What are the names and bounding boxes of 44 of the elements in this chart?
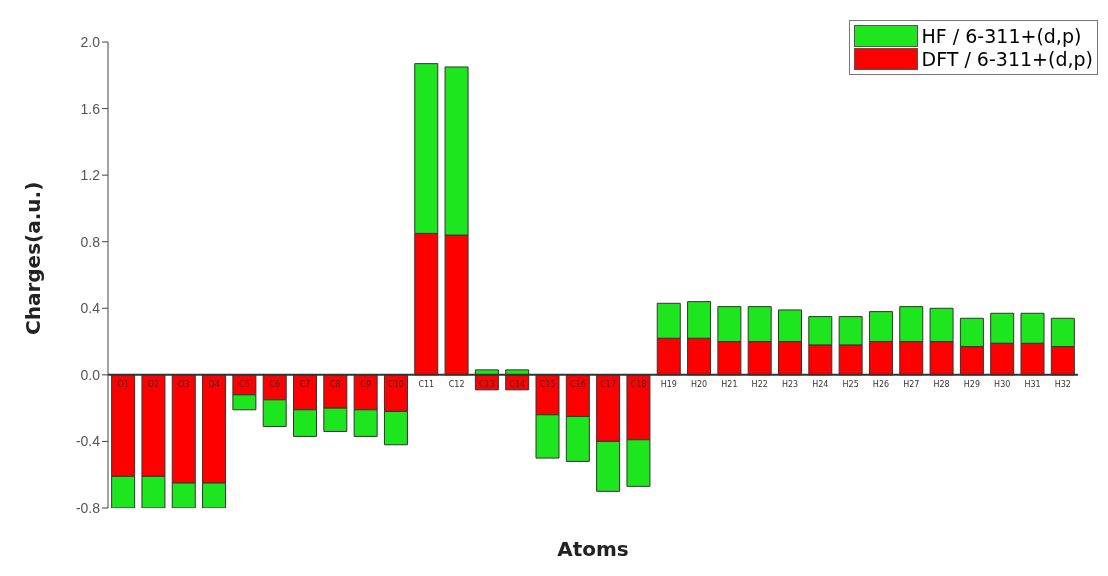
x-tick-label: H28 <box>933 379 950 389</box>
x-tick-label: C11 <box>418 379 435 389</box>
x-tick-label: C14 <box>509 379 526 389</box>
x-tick-label: H30 <box>994 379 1011 389</box>
x-tick-label: H22 <box>751 379 768 389</box>
y-tick-label: 0.4 <box>80 300 101 317</box>
x-tick-label: H19 <box>660 379 677 389</box>
y-tick-label: 1.6 <box>80 100 101 117</box>
x-tick-label: H23 <box>781 379 799 389</box>
x-tick-label: O3 <box>178 379 190 389</box>
x-axis-title: Atoms <box>557 537 629 561</box>
y-tick-label: -0.4 <box>75 433 101 450</box>
x-tick-label: C6 <box>269 379 281 389</box>
x-tick-label: C7 <box>299 379 311 389</box>
y-tick-label: 0.8 <box>80 233 101 250</box>
y-tick-label: 0.0 <box>80 366 101 383</box>
x-tick-label: C13 <box>479 379 495 389</box>
x-tick-label: O1 <box>117 379 129 389</box>
x-tick-label: H31 <box>1024 379 1041 389</box>
x-tick-label: C15 <box>539 379 556 389</box>
x-tick-label: C10 <box>388 379 404 389</box>
x-tick-label: C8 <box>330 379 341 389</box>
x-tick-label: C17 <box>600 379 617 389</box>
y-axis-title: Charges(a.u.) <box>21 181 46 335</box>
y-tick-label: 2.0 <box>80 33 101 50</box>
y-tick-label: 1.2 <box>80 167 101 184</box>
x-tick-label: C12 <box>448 379 465 389</box>
x-tick-label: H25 <box>842 379 859 389</box>
legend-label: HF / 6-311+(d,p) <box>921 25 1082 47</box>
x-tick-label: C16 <box>569 379 586 389</box>
x-tick-label: O2 <box>147 379 160 389</box>
x-tick-label: O4 <box>208 379 220 389</box>
x-tick-label: H32 <box>1054 379 1071 389</box>
legend-label: DFT / 6-311+(d,p) <box>921 48 1093 70</box>
x-tick-label: H24 <box>812 379 829 389</box>
x-tick-label: H29 <box>963 379 981 389</box>
x-tick-label: H20 <box>690 379 708 389</box>
x-tick-label: H21 <box>721 379 738 389</box>
x-tick-label: H27 <box>903 379 920 389</box>
x-tick-label: H26 <box>872 379 890 389</box>
x-tick-label: C9 <box>360 379 371 389</box>
x-tick-label: C18 <box>630 379 647 389</box>
x-tick-label: C5 <box>239 379 250 389</box>
y-tick-label: -0.8 <box>75 499 101 516</box>
